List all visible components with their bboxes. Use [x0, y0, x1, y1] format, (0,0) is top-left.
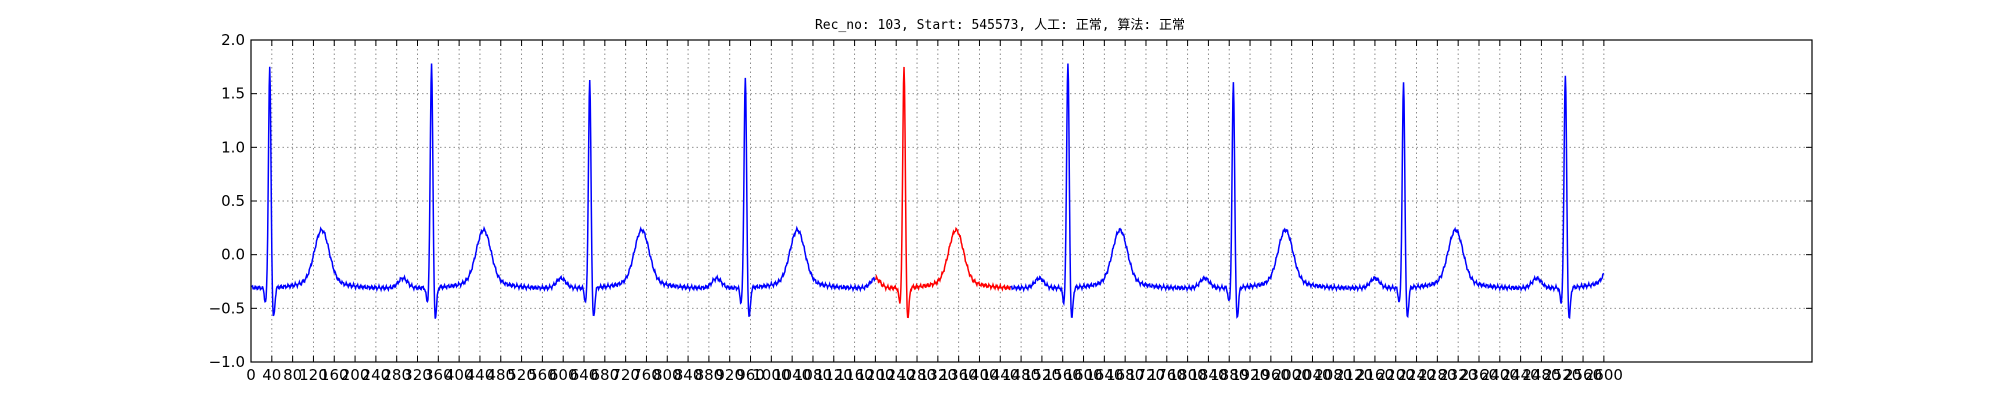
x-tick-label: 600	[549, 366, 578, 384]
x-tick-label: 240	[362, 366, 391, 384]
x-tick-label: 1880	[1210, 366, 1248, 384]
x-tick-label: 1680	[1106, 366, 1144, 384]
x-tick-label: 960	[736, 366, 765, 384]
x-tick-label: 80	[283, 366, 302, 384]
x-tick-label: 2280	[1418, 366, 1456, 384]
x-tick-label: 2200	[1377, 366, 1415, 384]
x-tick-label: 2440	[1502, 366, 1540, 384]
x-tick-label: 800	[653, 366, 682, 384]
x-tick-label: 1320	[919, 366, 957, 384]
x-tick-label: 2480	[1522, 366, 1560, 384]
grid-lines	[251, 40, 1812, 362]
x-tick-label: 1360	[940, 366, 978, 384]
x-tick-label: 1600	[1064, 366, 1102, 384]
x-tick-label: 1240	[877, 366, 915, 384]
x-tick-label: 320	[403, 366, 432, 384]
x-tick-label: 2520	[1543, 366, 1581, 384]
x-tick-label: 400	[445, 366, 474, 384]
x-tick-label: 2040	[1293, 366, 1331, 384]
x-tick-label: 640	[570, 366, 599, 384]
y-tick-label: −0.5	[209, 299, 245, 317]
x-tick-label: 2400	[1481, 366, 1519, 384]
x-tick-label: 360	[424, 366, 453, 384]
x-tick-label: 1520	[1023, 366, 1061, 384]
x-tick-label: 1920	[1231, 366, 1269, 384]
chart-title: Rec_no: 103, Start: 545573, 人工: 正常, 算法: …	[815, 18, 1185, 33]
x-tick-label: 2000	[1273, 366, 1311, 384]
x-tick-label: 280	[382, 366, 411, 384]
x-tick-label: 2240	[1397, 366, 1435, 384]
y-tick-label: 0.5	[221, 192, 245, 210]
ecg-series-normal-segment	[1010, 63, 1605, 320]
x-tick-label: 1000	[752, 366, 790, 384]
x-axis-ticks: 0 40 8012016020024028032036040044048052056…	[246, 40, 1623, 384]
x-tick-label: 120	[299, 366, 328, 384]
x-tick-label: 480	[486, 366, 515, 384]
x-tick-label: 2080	[1314, 366, 1352, 384]
x-tick-label: 1440	[981, 366, 1019, 384]
x-tick-label: 2600	[1585, 366, 1623, 384]
x-tick-label: 0	[246, 366, 256, 384]
x-tick-label: 40	[262, 366, 281, 384]
x-tick-label: 680	[591, 366, 620, 384]
y-tick-label: 0.0	[221, 246, 245, 264]
x-tick-label: 1560	[1044, 366, 1082, 384]
y-tick-label: −1.0	[209, 353, 245, 371]
x-tick-label: 2360	[1460, 366, 1498, 384]
x-tick-label: 920	[715, 366, 744, 384]
ecg-series-highlighted-segment	[875, 66, 1012, 319]
x-tick-label: 2320	[1439, 366, 1477, 384]
x-tick-label: 1120	[815, 366, 853, 384]
x-tick-label: 160	[320, 366, 349, 384]
x-tick-label: 1480	[1002, 366, 1040, 384]
x-tick-label: 440	[466, 366, 495, 384]
x-tick-label: 760	[632, 366, 661, 384]
x-tick-label: 1760	[1148, 366, 1186, 384]
x-tick-label: 560	[528, 366, 557, 384]
x-tick-label: 2120	[1335, 366, 1373, 384]
x-tick-label: 1640	[1085, 366, 1123, 384]
y-tick-label: 1.5	[221, 85, 245, 103]
x-tick-label: 1200	[856, 366, 894, 384]
y-axis-ticks: −1.0 −0.5 0.0 0.5 1.0 1.5 2.0	[209, 31, 1812, 371]
x-tick-label: 880	[695, 366, 724, 384]
x-tick-label: 1960	[1252, 366, 1290, 384]
ecg-series-normal-segment	[250, 63, 876, 319]
x-tick-label: 1840	[1189, 366, 1227, 384]
x-tick-label: 1800	[1169, 366, 1207, 384]
x-tick-label: 1720	[1127, 366, 1165, 384]
x-tick-label: 1040	[773, 366, 811, 384]
x-tick-label: 1400	[960, 366, 998, 384]
x-tick-label: 720	[611, 366, 640, 384]
plot-series	[250, 63, 1605, 320]
x-tick-label: 2160	[1356, 366, 1394, 384]
y-tick-label: 1.0	[221, 138, 245, 156]
x-tick-label: 840	[674, 366, 703, 384]
x-tick-label: 1080	[794, 366, 832, 384]
y-tick-label: 2.0	[221, 31, 245, 49]
x-tick-label: 2560	[1564, 366, 1602, 384]
x-tick-label: 520	[507, 366, 536, 384]
x-tick-label: 1160	[835, 366, 873, 384]
x-tick-label: 1280	[898, 366, 936, 384]
x-tick-label: 200	[341, 366, 370, 384]
